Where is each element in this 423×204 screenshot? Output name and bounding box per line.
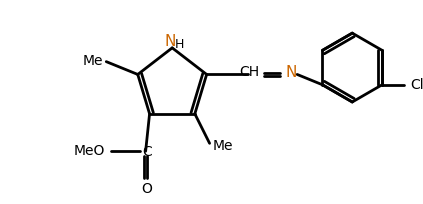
Text: C: C [143,144,152,159]
Text: N: N [165,34,176,49]
Text: Me: Me [82,53,103,67]
Text: CH: CH [239,65,259,79]
Text: Me: Me [212,139,233,153]
Text: MeO: MeO [74,143,105,157]
Text: H: H [174,38,184,51]
Text: O: O [141,181,152,195]
Text: N: N [286,65,297,80]
Text: Cl: Cl [411,77,423,91]
